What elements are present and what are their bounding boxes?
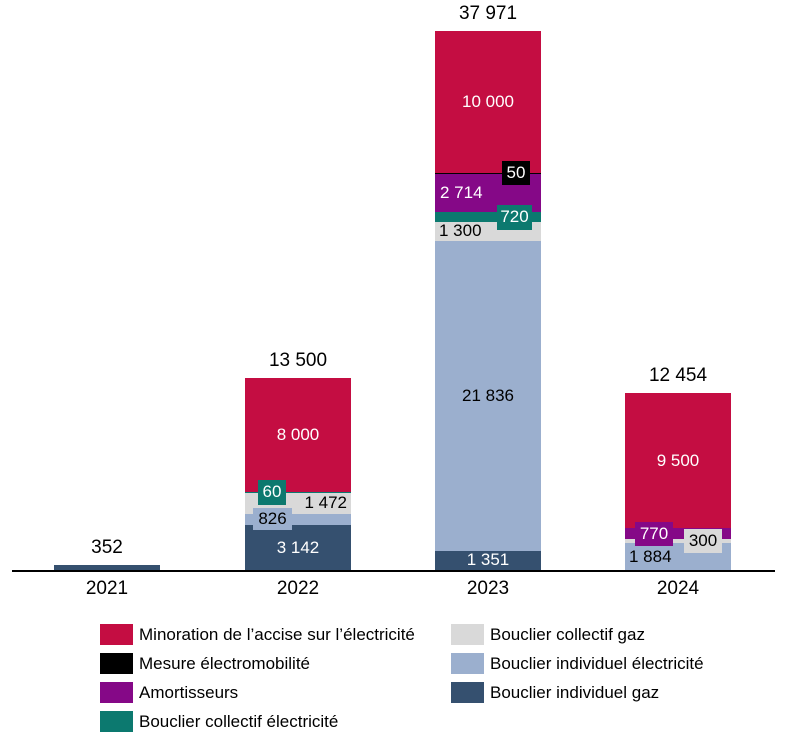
bar-segment-individuel_gaz <box>245 525 351 570</box>
segment-value-label: 1 351 <box>466 550 510 570</box>
bar-total-label: 13 500 <box>268 350 328 372</box>
legend-swatch-amortisseurs <box>100 682 133 703</box>
legend-swatch-collectif_elec <box>100 711 133 732</box>
legend-swatch-electromobilite <box>100 653 133 674</box>
segment-value-callout: 826 <box>253 508 292 531</box>
legend-swatch-individuel_gaz <box>451 682 484 703</box>
segment-value-callout: 770 <box>635 521 673 546</box>
segment-value-callout: 300 <box>684 529 722 554</box>
segment-value-callout: 50 <box>502 160 530 185</box>
bar-segment-collectif_gaz <box>625 538 731 544</box>
segment-value-label: 1 884 <box>629 546 672 566</box>
legend-item-electromobilite: Mesure électromobilité <box>100 653 310 674</box>
bar-segment-minoration <box>435 30 541 173</box>
legend-item-individuel_gaz: Bouclier individuel gaz <box>451 682 659 703</box>
segment-value-label: 3 142 <box>276 537 320 557</box>
segment-value-label: 2 714 <box>440 182 483 202</box>
bar-segment-individuel_gaz <box>435 550 541 570</box>
bar-segment-collectif_elec <box>245 491 351 493</box>
x-axis-tick-label: 2023 <box>466 578 510 599</box>
segment-value-label: 8 000 <box>276 425 320 445</box>
bar-segment-individuel_elec <box>245 513 351 526</box>
bar-segment-electromobilite <box>435 172 541 174</box>
bar-segment-minoration <box>625 393 731 529</box>
segment-value-label: 1 472 <box>304 493 347 513</box>
bar-segment-individuel_elec <box>435 240 541 551</box>
bar-total-label: 352 <box>91 536 123 558</box>
x-axis-tick-label: 2022 <box>276 578 320 599</box>
legend-label: Bouclier collectif électricité <box>139 712 339 731</box>
legend-label: Minoration de l’accise sur l’électricité <box>139 625 415 644</box>
bar-segment-individuel_gaz <box>54 564 160 570</box>
bar-segment-amortisseurs <box>625 528 731 539</box>
bar-segment-minoration <box>245 378 351 492</box>
x-axis-line <box>12 569 775 572</box>
legend-label: Bouclier collectif gaz <box>490 625 645 644</box>
legend-item-amortisseurs: Amortisseurs <box>100 682 238 703</box>
segment-value-callout: 720 <box>497 204 532 230</box>
legend-label: Mesure électromobilité <box>139 654 311 673</box>
segment-value-label: 21 836 <box>462 385 514 405</box>
x-axis-tick-label: 2021 <box>85 578 129 599</box>
legend-swatch-collectif_gaz <box>451 624 484 645</box>
legend-item-minoration: Minoration de l’accise sur l’électricité <box>100 624 415 645</box>
x-axis-tick-label: 2024 <box>656 578 700 599</box>
legend-swatch-individuel_elec <box>451 653 484 674</box>
segment-value-label: 9 500 <box>656 450 700 470</box>
bar-segment-collectif_elec <box>435 211 541 223</box>
legend-swatch-minoration <box>100 624 133 645</box>
segment-value-callout: 60 <box>258 479 286 505</box>
legend-label: Bouclier individuel gaz <box>490 683 660 702</box>
legend-item-collectif_gaz: Bouclier collectif gaz <box>451 624 645 645</box>
bar-total-label: 12 454 <box>648 365 708 387</box>
segment-value-label: 1 300 <box>439 221 482 241</box>
bar-total-label: 37 971 <box>458 2 518 24</box>
legend-item-collectif_elec: Bouclier collectif électricité <box>100 711 338 732</box>
legend-label: Bouclier individuel électricité <box>490 654 704 673</box>
legend-label: Amortisseurs <box>139 683 239 702</box>
legend-item-individuel_elec: Bouclier individuel électricité <box>451 653 704 674</box>
segment-value-label: 10 000 <box>462 91 514 111</box>
